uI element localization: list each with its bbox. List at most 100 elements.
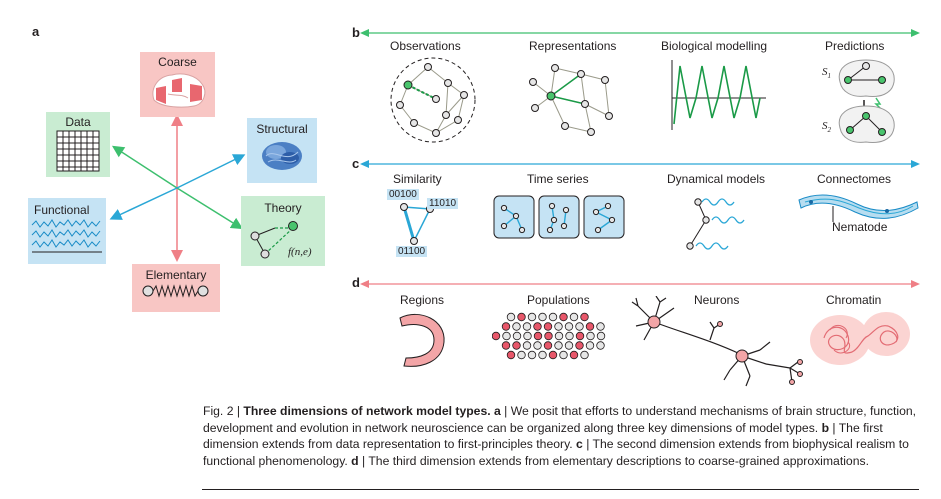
population-dot	[506, 312, 516, 322]
caption-fig-number: Fig. 2 |	[203, 404, 244, 418]
population-dot	[564, 322, 574, 331]
state-s1-label: S1	[822, 66, 831, 81]
structural-label: Structural	[256, 122, 308, 136]
population-dot	[527, 312, 537, 322]
population-dot	[522, 341, 532, 350]
figure-caption: Fig. 2 | Three dimensions of network mod…	[203, 403, 923, 469]
observations-label: Observations	[390, 39, 461, 53]
population-dot	[501, 341, 511, 350]
population-dot	[596, 322, 605, 331]
population-dot	[502, 331, 511, 341]
biological-modelling-label: Biological modelling	[661, 39, 768, 53]
functional-arrow	[109, 187, 178, 220]
region-shape	[399, 313, 445, 367]
representations-label: Representations	[529, 39, 617, 53]
functional-box: Functional	[28, 198, 106, 264]
predictions-brains	[838, 59, 895, 143]
population-dot	[586, 331, 595, 341]
time-series-windows	[493, 195, 625, 239]
code-11010: 11010	[427, 198, 459, 209]
population-dot	[543, 322, 553, 331]
code-00100: 00100	[387, 189, 419, 200]
panel-b-letter: b	[352, 25, 360, 40]
nematode-label: Nematode	[832, 220, 888, 234]
population-dot	[596, 331, 606, 341]
populations-label: Populations	[527, 293, 590, 307]
neurons-label: Neurons	[694, 293, 740, 307]
population-dot	[512, 341, 521, 350]
caption-d-text: | The third dimension extends from eleme…	[358, 453, 869, 468]
population-dot	[559, 350, 568, 360]
panel-d-letter: d	[352, 275, 360, 290]
data-label: Data	[65, 115, 91, 129]
population-dot	[492, 331, 501, 341]
caption-d-label: d	[351, 453, 359, 468]
population-dot	[506, 350, 516, 360]
regions-label: Regions	[400, 293, 445, 307]
population-dot	[543, 341, 553, 350]
caption-b-label: b	[821, 420, 830, 435]
caption-rule	[202, 489, 919, 490]
similarity-graph	[400, 203, 434, 245]
caption-a-text: | We posit that efforts to understand me…	[203, 404, 917, 435]
spring-icon	[142, 284, 209, 298]
coarse-box: Coarse	[140, 52, 215, 117]
structural-box: Structural	[247, 118, 317, 183]
population-dot	[565, 331, 574, 341]
population-dot	[522, 322, 532, 331]
population-dot	[538, 312, 547, 322]
population-dot	[517, 350, 526, 360]
observations-network	[390, 57, 476, 143]
chromatin-label: Chromatin	[826, 293, 882, 307]
theory-label: Theory	[264, 201, 302, 215]
functional-label: Functional	[34, 203, 90, 217]
theory-arrow	[176, 187, 244, 230]
population-dot	[512, 331, 522, 341]
panel-c-arrow	[360, 160, 920, 168]
population-dot	[575, 341, 584, 350]
tractography-icon	[262, 142, 302, 170]
populations-dots	[492, 312, 606, 360]
caption-a-label: a	[490, 404, 501, 418]
population-dot	[554, 322, 563, 331]
caption-b-text: | The first dimension extends from data …	[203, 420, 883, 452]
timeseries-icon	[31, 219, 102, 253]
similarity-label: Similarity	[393, 172, 442, 186]
panel-d-arrow	[360, 280, 920, 288]
population-dot	[575, 322, 584, 331]
representations-network	[529, 64, 613, 136]
population-dot	[580, 312, 589, 322]
coarse-label: Coarse	[158, 55, 197, 69]
population-dot	[548, 312, 558, 322]
structural-arrow	[176, 154, 246, 189]
state-s2-label: S2	[822, 120, 831, 135]
elementary-box: Elementary	[132, 264, 220, 312]
population-dot	[523, 331, 532, 341]
time-series-label: Time series	[527, 172, 589, 186]
theory-box: Theory f(n,e)	[241, 196, 325, 266]
population-dot	[596, 341, 605, 350]
chromatin-icon	[810, 312, 910, 365]
caption-c-label: c	[576, 437, 583, 452]
dynamical-models-graph	[686, 198, 745, 250]
population-dot	[501, 322, 511, 331]
population-dot	[533, 331, 543, 341]
population-dot	[512, 322, 521, 331]
population-dot	[585, 341, 595, 350]
population-dot	[564, 341, 574, 350]
population-dot	[533, 322, 542, 331]
population-dot	[517, 312, 526, 322]
matrix-icon	[56, 130, 100, 172]
connectomes-label: Connectomes	[817, 172, 892, 186]
dynamical-models-label: Dynamical models	[667, 172, 766, 186]
population-dot	[569, 312, 579, 322]
population-dot	[575, 331, 585, 341]
population-dot	[544, 331, 553, 341]
population-dot	[569, 350, 579, 360]
predictions-label: Predictions	[825, 39, 885, 53]
caption-title: Three dimensions of network model types.	[243, 404, 491, 418]
population-dot	[554, 331, 564, 341]
population-dot	[559, 312, 568, 322]
data-arrow	[111, 145, 178, 189]
data-box: Data	[46, 112, 110, 177]
